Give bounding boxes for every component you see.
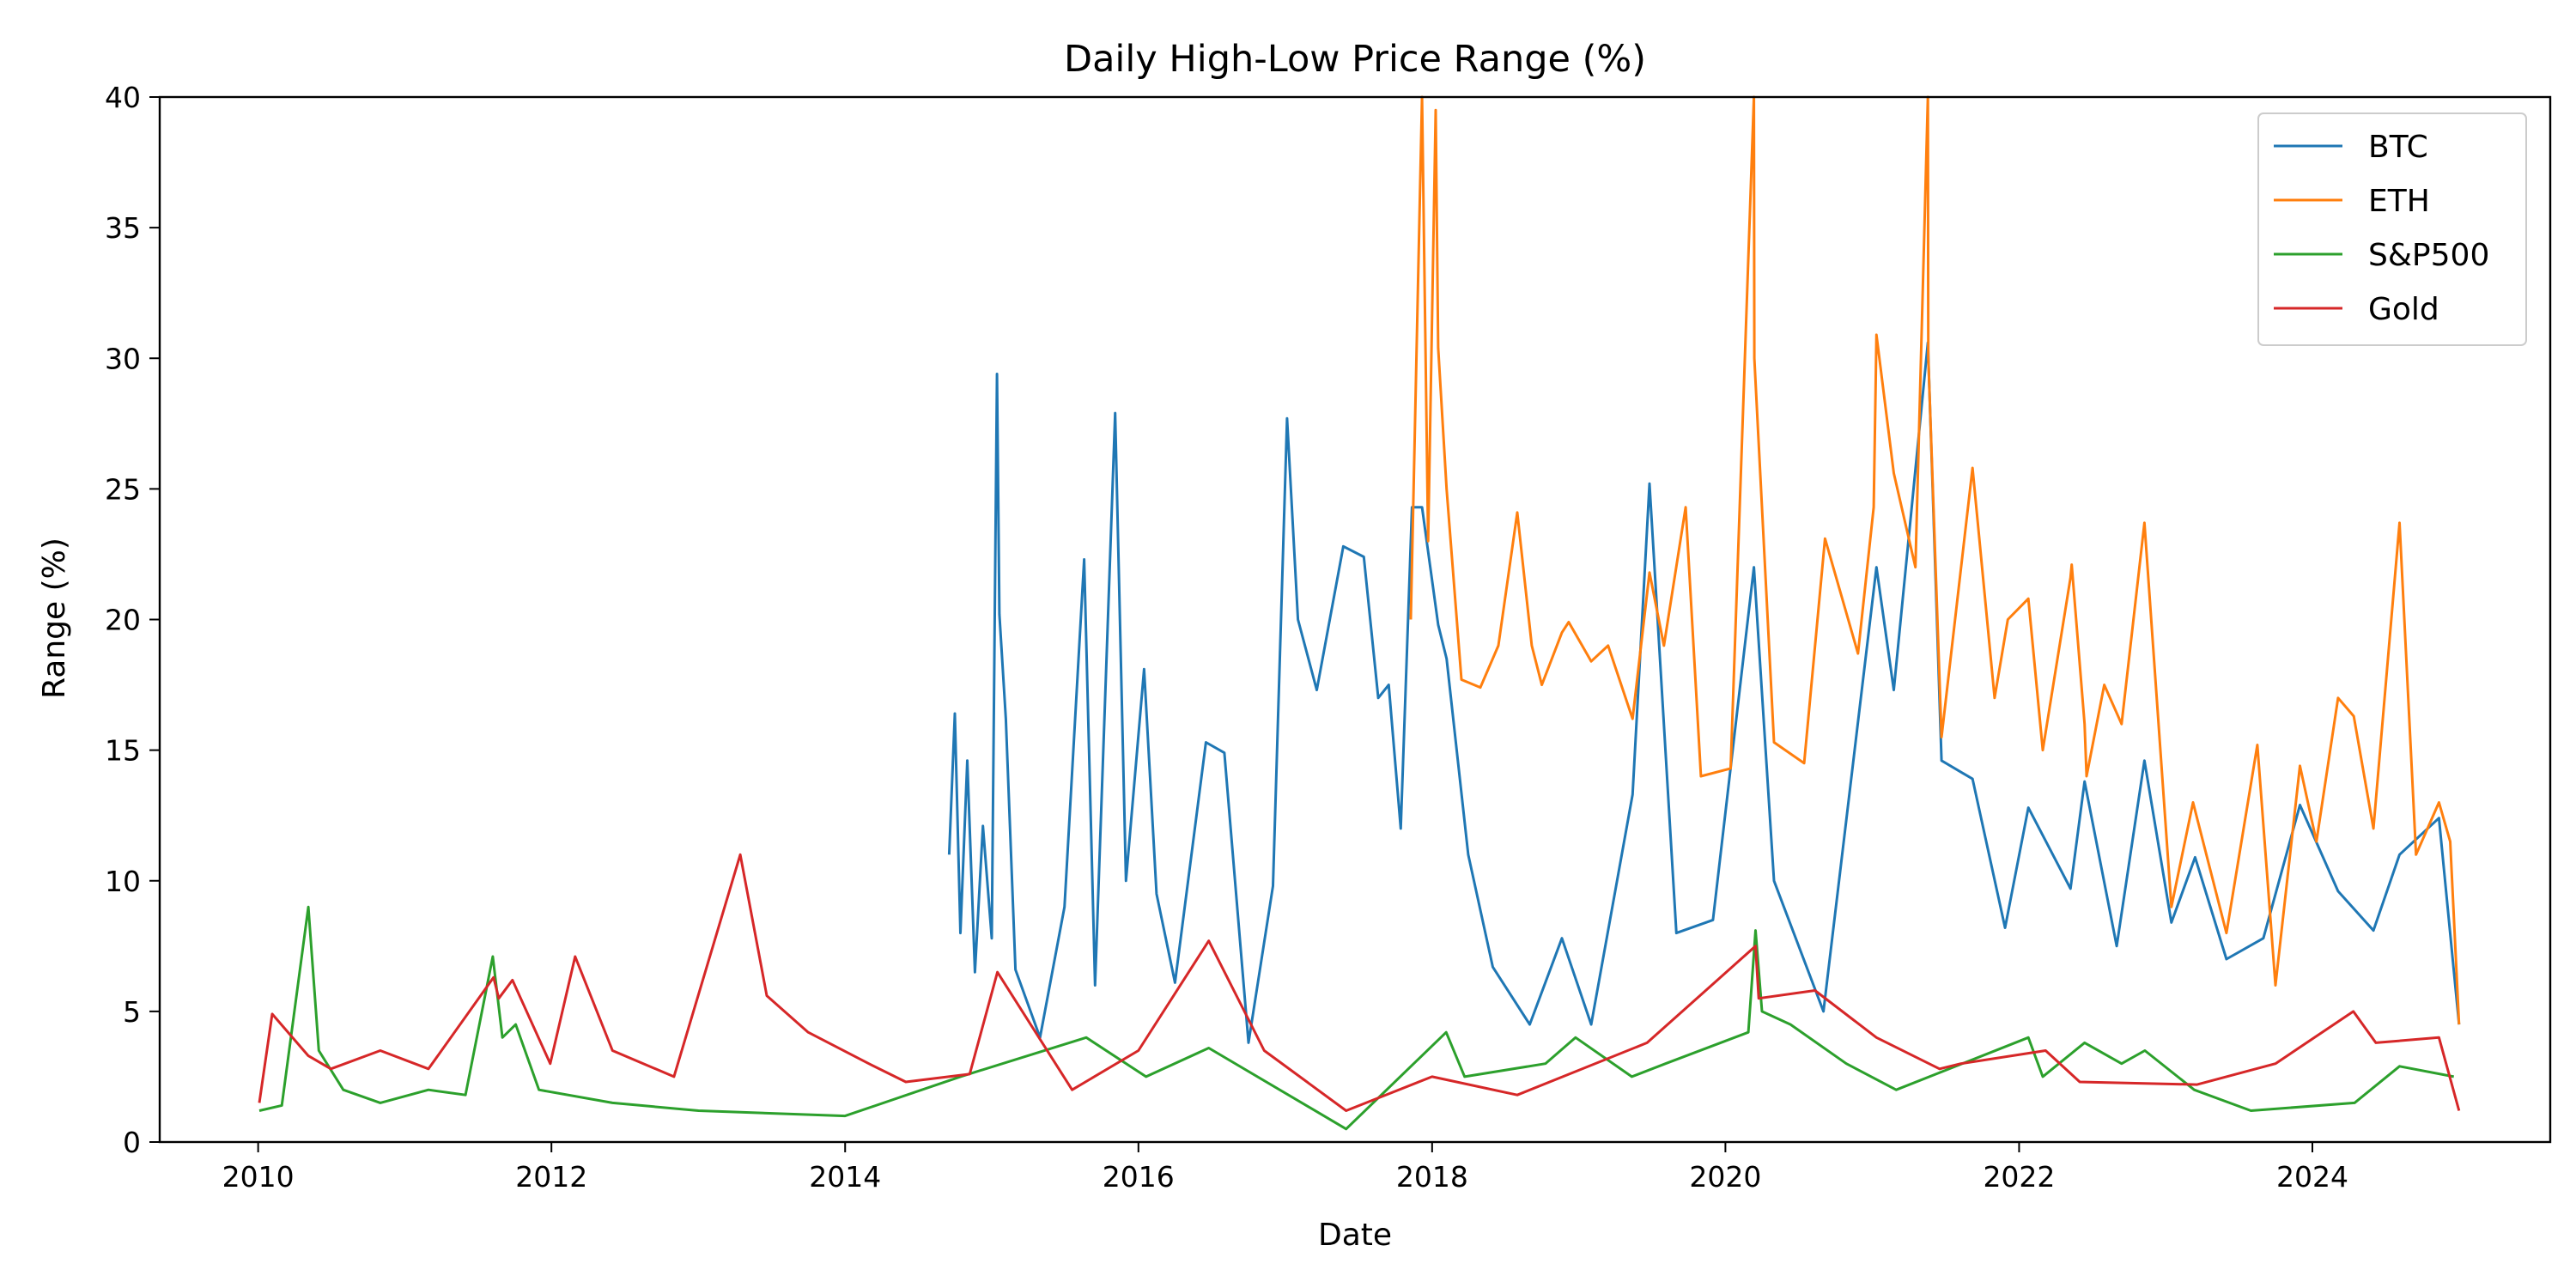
- x-tick-label: 2016: [1103, 1160, 1175, 1194]
- x-tick-label: 2014: [809, 1160, 881, 1194]
- y-tick-label: 5: [123, 995, 141, 1029]
- x-tick-label: 2012: [515, 1160, 587, 1194]
- x-tick-label: 2010: [222, 1160, 295, 1194]
- x-tick-label: 2020: [1689, 1160, 1761, 1194]
- y-tick-label: 15: [105, 734, 141, 768]
- x-tick-label: 2024: [2276, 1160, 2348, 1194]
- legend-box: [2257, 112, 2527, 346]
- y-tick-label: 40: [105, 81, 141, 114]
- legend-label: Gold: [2368, 292, 2439, 327]
- x-axis: 2010 2012 2014 2016 2018 2020 2022 2024: [222, 1142, 2348, 1194]
- legend: BTC ETH S&P500 Gold: [2257, 112, 2527, 346]
- y-tick-label: 10: [105, 865, 141, 898]
- y-tick-label: 35: [105, 211, 141, 245]
- y-tick-label: 30: [105, 342, 141, 375]
- x-tick-label: 2018: [1396, 1160, 1468, 1194]
- chart-title: Daily High-Low Price Range (%): [1064, 38, 1646, 81]
- legend-label: BTC: [2368, 130, 2428, 165]
- legend-label: S&P500: [2368, 238, 2489, 273]
- y-axis: 0 5 10 15 20 25 30 35 40: [105, 81, 160, 1159]
- y-tick-label: 25: [105, 472, 141, 506]
- x-tick-label: 2022: [1983, 1160, 2055, 1194]
- series-line-btc: [947, 341, 2461, 1044]
- legend-label: ETH: [2368, 184, 2430, 219]
- plot-frame: [158, 95, 2552, 1144]
- y-tick-label: 0: [123, 1126, 141, 1159]
- y-axis-title: Range (%): [37, 538, 72, 699]
- x-axis-title: Date: [1318, 1218, 1392, 1253]
- series-line-sp500: [258, 905, 2454, 1131]
- series-line-eth: [1409, 95, 2461, 1025]
- y-tick-label: 20: [105, 604, 141, 637]
- series-layer: [258, 95, 2461, 1131]
- series-line-gold: [258, 853, 2461, 1112]
